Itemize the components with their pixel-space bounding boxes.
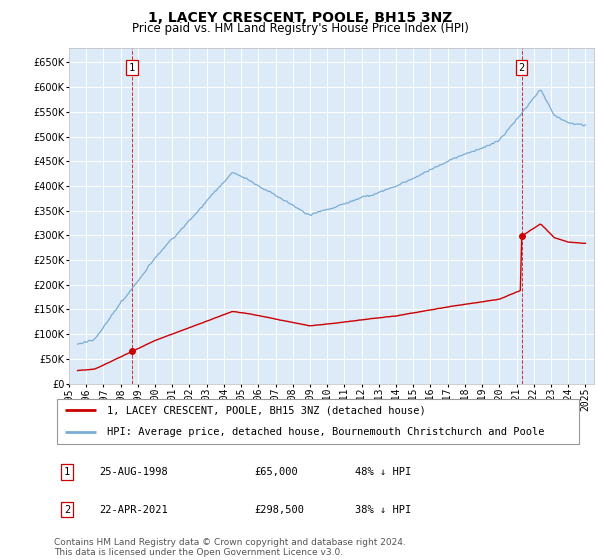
Text: 2: 2 (64, 505, 70, 515)
Text: 1: 1 (64, 467, 70, 477)
Text: £298,500: £298,500 (254, 505, 305, 515)
Text: 48% ↓ HPI: 48% ↓ HPI (355, 467, 411, 477)
Text: Contains HM Land Registry data © Crown copyright and database right 2024.
This d: Contains HM Land Registry data © Crown c… (54, 538, 406, 557)
FancyBboxPatch shape (56, 399, 580, 444)
Text: £65,000: £65,000 (254, 467, 298, 477)
Text: 25-AUG-1998: 25-AUG-1998 (99, 467, 167, 477)
Text: 22-APR-2021: 22-APR-2021 (99, 505, 167, 515)
Text: 2: 2 (518, 63, 525, 73)
Text: 1, LACEY CRESCENT, POOLE, BH15 3NZ: 1, LACEY CRESCENT, POOLE, BH15 3NZ (148, 11, 452, 25)
Text: 38% ↓ HPI: 38% ↓ HPI (355, 505, 411, 515)
Text: 1: 1 (129, 63, 135, 73)
Text: Price paid vs. HM Land Registry's House Price Index (HPI): Price paid vs. HM Land Registry's House … (131, 22, 469, 35)
Text: 1, LACEY CRESCENT, POOLE, BH15 3NZ (detached house): 1, LACEY CRESCENT, POOLE, BH15 3NZ (deta… (107, 405, 425, 416)
Text: HPI: Average price, detached house, Bournemouth Christchurch and Poole: HPI: Average price, detached house, Bour… (107, 427, 544, 437)
